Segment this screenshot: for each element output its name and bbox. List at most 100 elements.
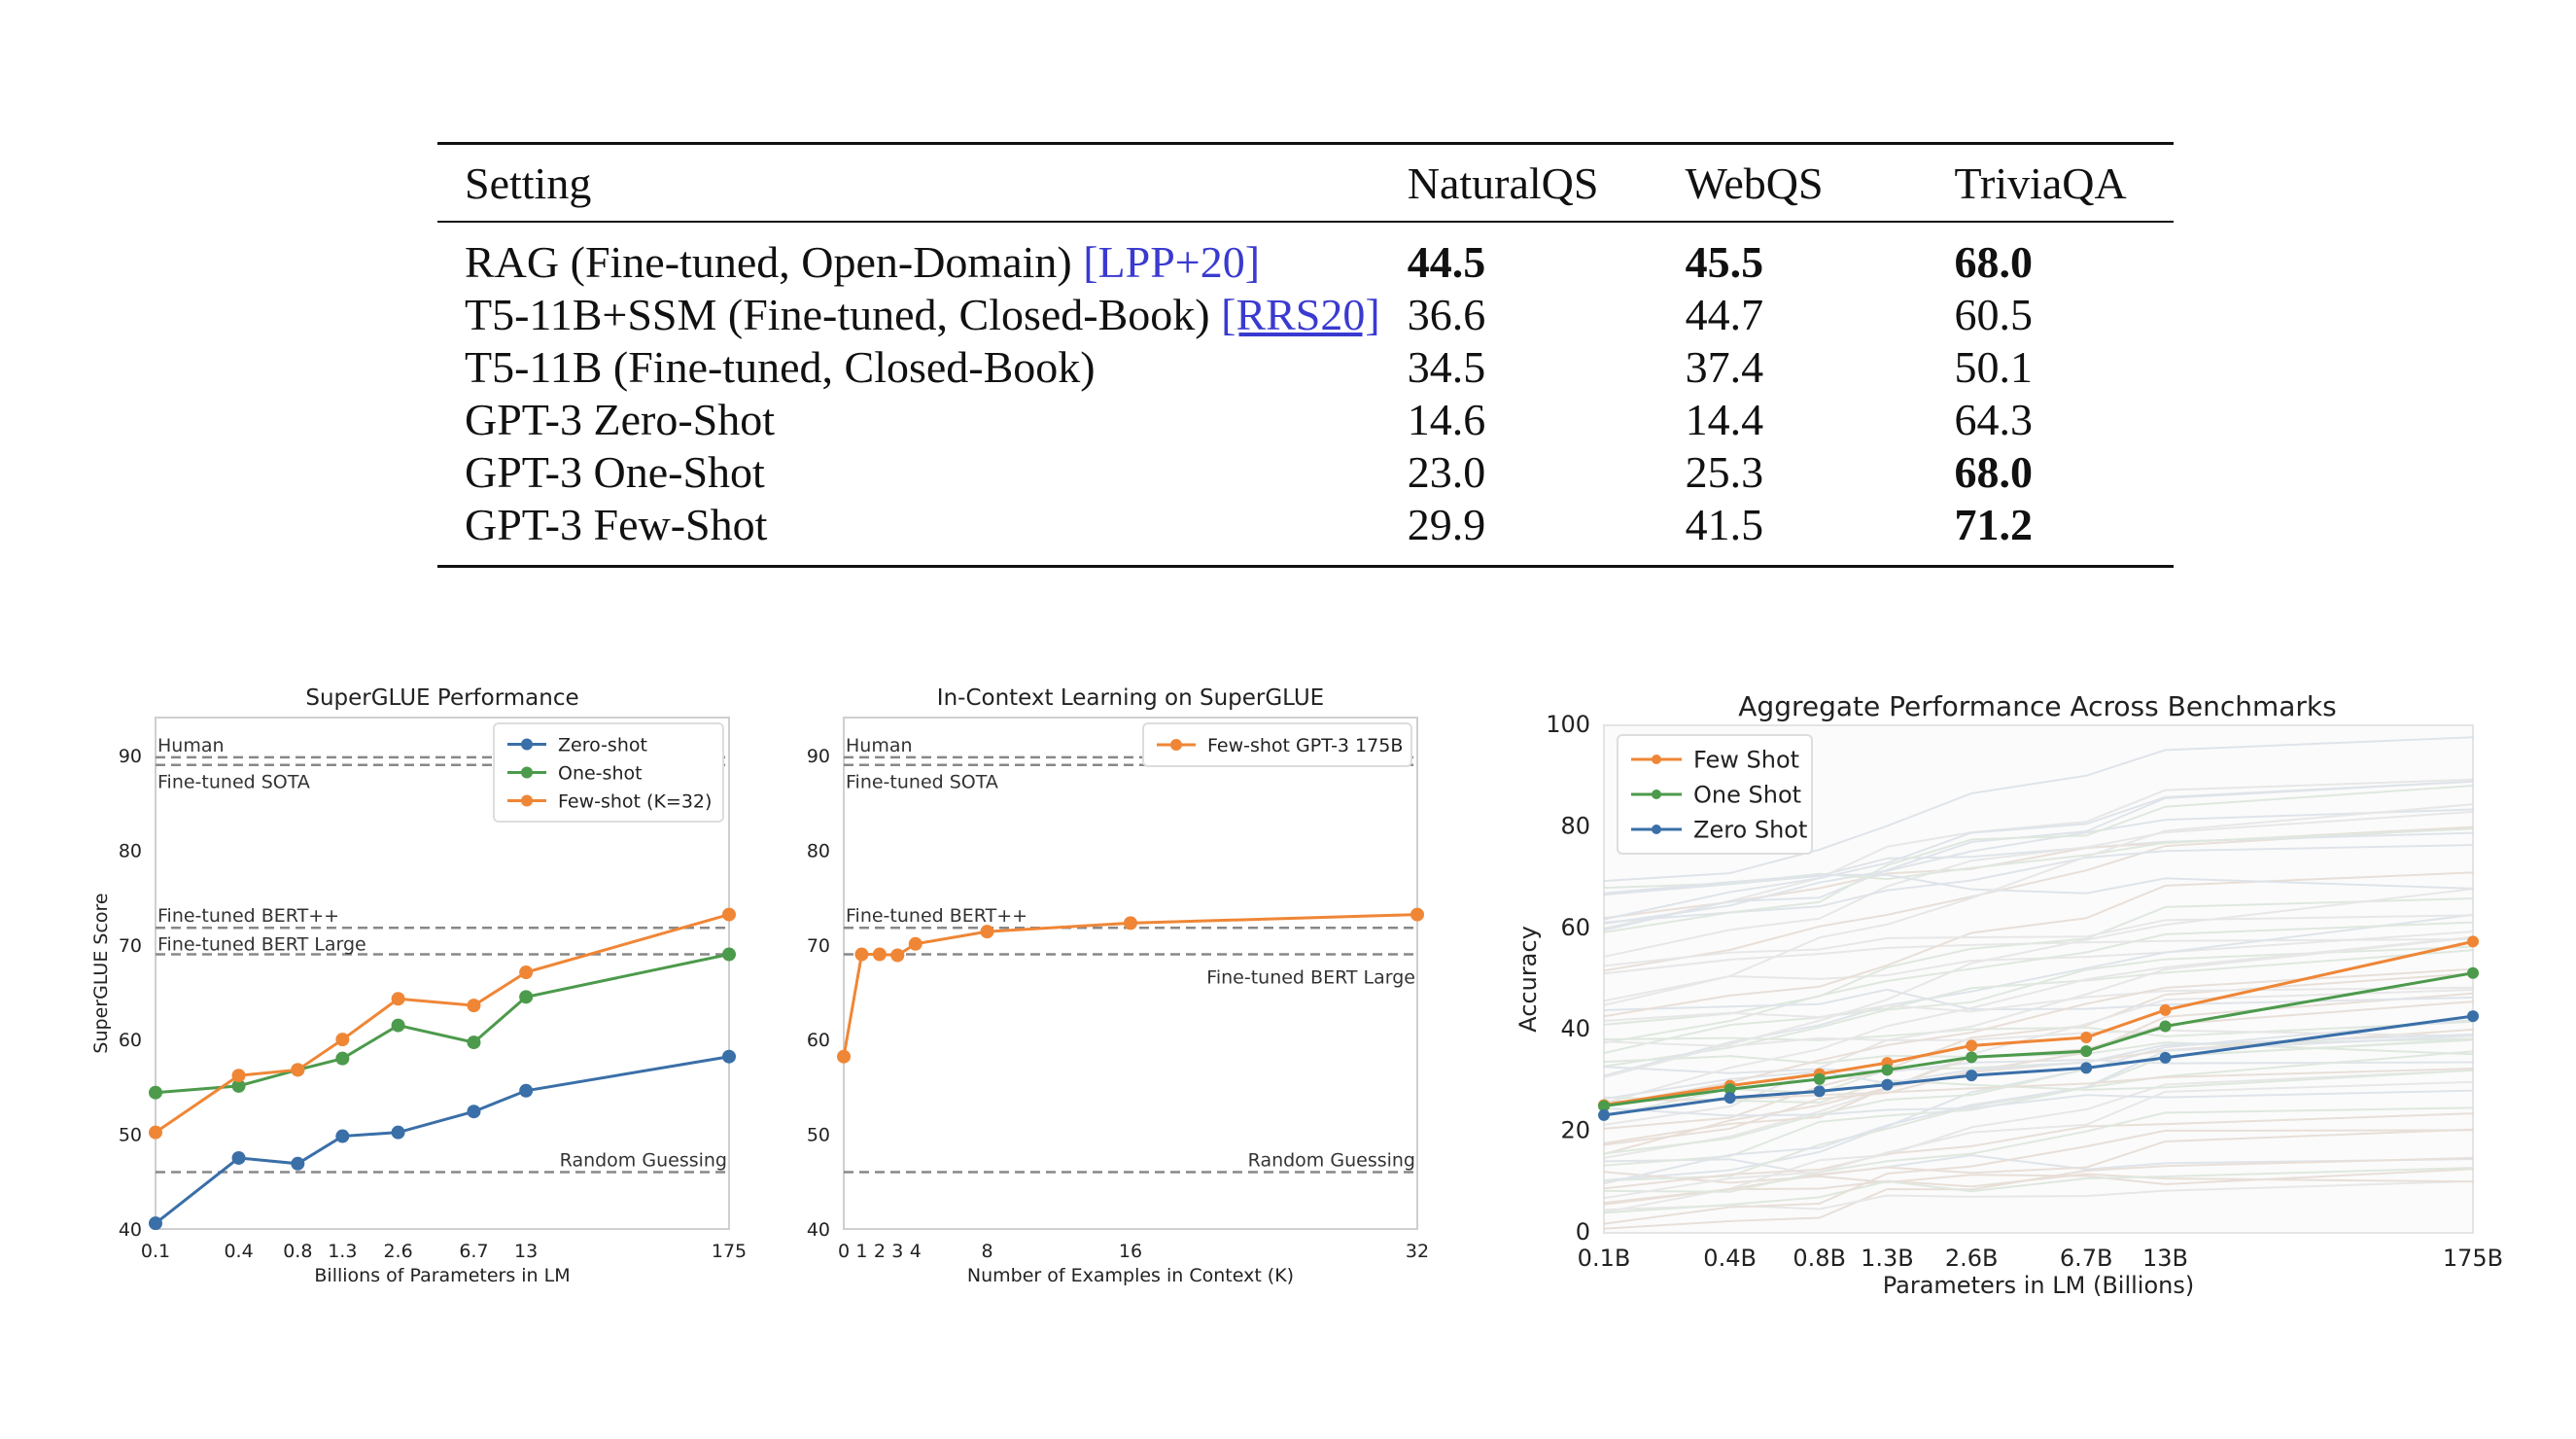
- data-point: [1813, 1085, 1826, 1098]
- legend-swatch-marker: [521, 738, 533, 751]
- value-cell: 68.0: [1954, 447, 2034, 497]
- y-tick-label: 50: [119, 1125, 142, 1146]
- benchmark-line: [1603, 1106, 2474, 1193]
- data-point: [854, 947, 869, 962]
- benchmark-line: [1603, 778, 2474, 930]
- setting-cell: GPT-3 One-Shot: [437, 446, 1380, 499]
- series-line: [155, 953, 730, 1095]
- setting-cell: GPT-3 Few-Shot: [437, 499, 1380, 567]
- x-tick-label: 2.6B: [1945, 1245, 1999, 1272]
- data-point: [2159, 1020, 2172, 1033]
- benchmark-line: [1603, 1080, 2474, 1200]
- x-tick-label: 6.7B: [2060, 1245, 2113, 1272]
- value-cell: 50.1: [1954, 342, 2034, 392]
- reference-line-label: Random Guessing: [560, 1150, 727, 1172]
- citation-link[interactable]: [LPP+20]: [1083, 237, 1261, 287]
- value-cell: 44.5: [1407, 237, 1486, 287]
- citation-link[interactable]: [RRS20]: [1221, 290, 1380, 339]
- series-line: [155, 913, 730, 1134]
- value-cell: 71.2: [1954, 500, 2034, 549]
- value-cell: 68.0: [1954, 237, 2034, 287]
- value-cell: 25.3: [1685, 447, 1764, 497]
- benchmark-line: [1603, 1038, 2474, 1182]
- x-tick-label: 175B: [2443, 1245, 2503, 1272]
- y-tick-label: 40: [807, 1219, 830, 1241]
- benchmark-line: [1603, 1168, 2474, 1185]
- x-tick-label: 4: [910, 1241, 922, 1262]
- data-point: [2467, 966, 2479, 979]
- data-point: [872, 947, 887, 962]
- setting-label: T5-11B+SSM (Fine-tuned, Closed-Book): [465, 290, 1222, 339]
- header-triviaqa: TriviaQA: [1954, 158, 2127, 208]
- benchmark-line: [1603, 1067, 2474, 1103]
- y-tick-label: 20: [1560, 1117, 1590, 1144]
- value-cell: 14.6: [1407, 395, 1486, 444]
- data-point: [722, 1049, 736, 1064]
- table-row: GPT-3 Zero-Shot 14.6 14.4 64.3: [437, 394, 2174, 446]
- x-tick-label: 0: [838, 1241, 850, 1262]
- benchmark-line: [1603, 992, 2474, 1146]
- benchmark-line: [1603, 1000, 2474, 1155]
- benchmark-line: [1603, 1167, 2474, 1214]
- chart-title: Aggregate Performance Across Benchmarks: [1738, 690, 2336, 722]
- value-cell: 23.0: [1407, 447, 1486, 497]
- value-cell: 29.9: [1407, 500, 1486, 549]
- reference-line-label: Fine-tuned SOTA: [846, 772, 998, 793]
- data-point: [519, 1083, 534, 1098]
- benchmark-line: [1603, 930, 2474, 1002]
- value-cell: 14.4: [1685, 395, 1764, 444]
- legend-entry: One Shot: [1693, 782, 1801, 809]
- benchmark-line: [1603, 914, 2474, 967]
- y-tick-label: 60: [807, 1030, 830, 1051]
- y-tick-label: 40: [119, 1219, 142, 1241]
- data-point: [1723, 1083, 1736, 1096]
- data-point: [391, 1125, 405, 1140]
- reference-line-label: Fine-tuned BERT Large: [1206, 967, 1415, 989]
- x-tick-label: 0.1B: [1578, 1245, 1631, 1272]
- x-tick-label: 6.7: [459, 1241, 488, 1262]
- data-point: [908, 936, 922, 951]
- reference-line-label: Random Guessing: [1248, 1150, 1415, 1172]
- y-tick-label: 60: [1560, 914, 1590, 941]
- table-row: T5-11B+SSM (Fine-tuned, Closed-Book) [RR…: [437, 289, 2174, 341]
- setting-label: GPT-3 Zero-Shot: [465, 395, 776, 444]
- x-tick-label: 2.6: [383, 1241, 412, 1262]
- data-point: [335, 1129, 350, 1143]
- x-tick-label: 8: [981, 1241, 992, 1262]
- reference-line-label: Human: [157, 735, 225, 756]
- legend-box: [1617, 734, 1813, 855]
- data-point: [1881, 1064, 1894, 1076]
- data-point: [291, 1063, 305, 1077]
- series-line: [1603, 939, 2474, 1106]
- data-point: [2080, 1045, 2093, 1058]
- y-tick-label: 50: [807, 1125, 830, 1146]
- data-point: [391, 992, 405, 1006]
- y-tick-label: 90: [807, 746, 830, 767]
- value-cell: 45.5: [1685, 237, 1764, 287]
- benchmark-line: [1603, 1041, 2474, 1065]
- setting-cell: RAG (Fine-tuned, Open-Domain) [LPP+20]: [437, 222, 1380, 289]
- setting-label: RAG (Fine-tuned, Open-Domain): [465, 237, 1084, 287]
- data-point: [1966, 1070, 1978, 1082]
- benchmark-line: [1603, 873, 2474, 895]
- setting-label: GPT-3 Few-Shot: [465, 500, 768, 549]
- legend-box: [1142, 722, 1412, 767]
- data-point: [291, 1156, 305, 1171]
- data-point: [467, 1035, 481, 1050]
- benchmark-line: [1603, 967, 2474, 1106]
- data-point: [722, 907, 736, 922]
- data-point: [1813, 1072, 1826, 1085]
- y-tick-label: 80: [119, 840, 142, 861]
- data-point: [1966, 1051, 1978, 1064]
- benchmark-line: [1603, 989, 2474, 1159]
- x-tick-label: 3: [891, 1241, 903, 1262]
- value-cell: 34.5: [1407, 342, 1486, 392]
- value-cell: 60.5: [1954, 290, 2034, 339]
- data-point: [335, 1033, 350, 1047]
- series-line: [1603, 971, 2474, 1107]
- legend-swatch-marker: [1652, 825, 1661, 834]
- data-point: [519, 990, 534, 1004]
- x-tick-label: 1.3: [328, 1241, 357, 1262]
- data-point: [1723, 1092, 1736, 1105]
